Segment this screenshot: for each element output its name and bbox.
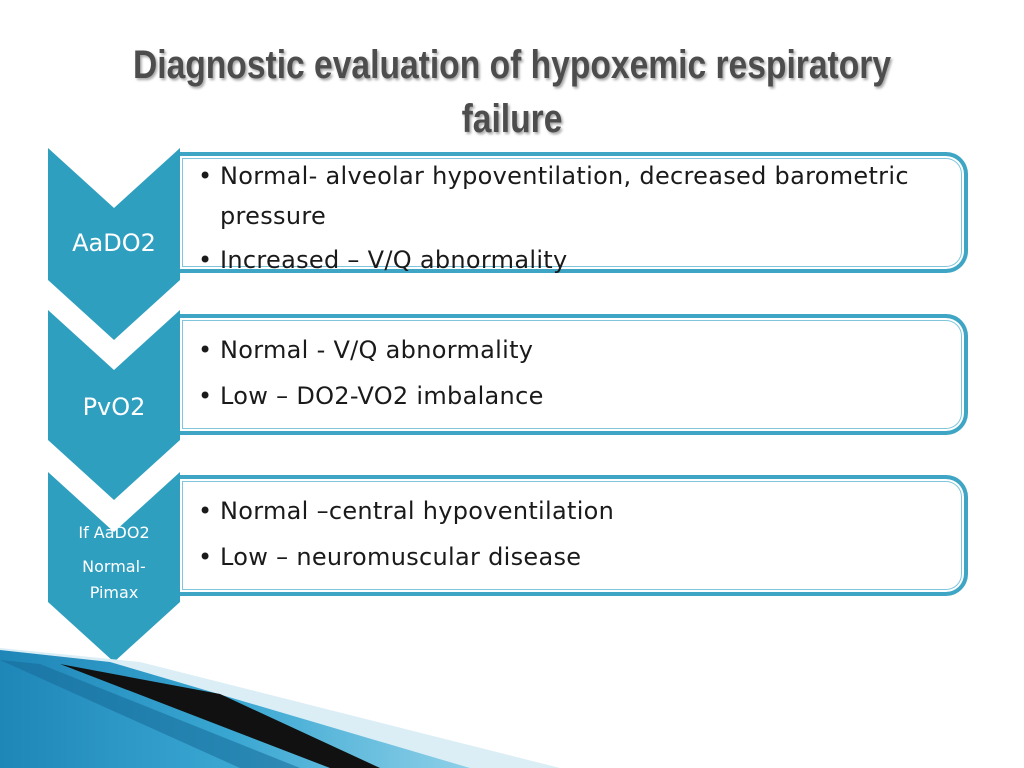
bullet-item: • Low – neuromuscular disease bbox=[180, 537, 964, 577]
bullet-item: • Increased – V/Q abnormality bbox=[180, 240, 964, 280]
bullet-item: • Normal - V/Q abnormality bbox=[180, 330, 964, 370]
chevron-label-pimax: If AaDO2 Normal- Pimax bbox=[48, 520, 180, 606]
chevron-1 bbox=[48, 148, 180, 340]
bullet-dot-icon: • bbox=[198, 497, 213, 525]
chevron-2 bbox=[48, 310, 180, 500]
bullet-item: • Normal –central hypoventilation bbox=[180, 491, 964, 531]
bullet-box-pvo2: • Normal - V/Q abnormality • Low – DO2-VO2… bbox=[180, 314, 968, 435]
chevron-label-line: If AaDO2 bbox=[78, 523, 150, 542]
chevron-label-line: Normal- bbox=[82, 557, 146, 576]
bullet-text: Increased – V/Q abnormality bbox=[220, 246, 568, 274]
bullet-text: Normal –central hypoventilation bbox=[220, 497, 615, 525]
bullet-text: Low – neuromuscular disease bbox=[220, 543, 582, 571]
bullet-dot-icon: • bbox=[198, 336, 213, 364]
bullet-list: • Normal- alveolar hypoventilation, decre… bbox=[180, 156, 964, 280]
bullet-item: • Normal- alveolar hypoventilation, decre… bbox=[180, 156, 964, 236]
slide-title: Diagnostic evaluation of hypoxemic respi… bbox=[132, 43, 892, 141]
corner-swoosh bbox=[0, 648, 560, 768]
bullet-dot-icon: • bbox=[198, 543, 213, 571]
bullet-text: Low – DO2-VO2 imbalance bbox=[220, 382, 544, 410]
chevron-label-pvo2: PvO2 bbox=[82, 393, 146, 421]
bullet-dot-icon: • bbox=[198, 162, 213, 190]
bullet-dot-icon: • bbox=[198, 382, 213, 410]
bullet-item: • Low – DO2-VO2 imbalance bbox=[180, 376, 964, 416]
bullet-dot-icon: • bbox=[198, 246, 213, 274]
bullet-box-aado2: • Normal- alveolar hypoventilation, decre… bbox=[180, 152, 968, 274]
chevron-3 bbox=[48, 472, 180, 662]
bullet-list: • Normal - V/Q abnormality • Low – DO2-VO2… bbox=[180, 330, 964, 416]
bullet-list: • Normal –central hypoventilation • Low – … bbox=[180, 491, 964, 577]
bullet-box-pimax: • Normal –central hypoventilation • Low – … bbox=[180, 475, 968, 596]
bullet-text: Normal- alveolar hypoventilation, decrea… bbox=[220, 162, 909, 230]
chevron-label-aado2: AaDO2 bbox=[72, 229, 156, 257]
bullet-text: Normal - V/Q abnormality bbox=[220, 336, 534, 364]
chevron-label-line: Pimax bbox=[89, 583, 139, 602]
